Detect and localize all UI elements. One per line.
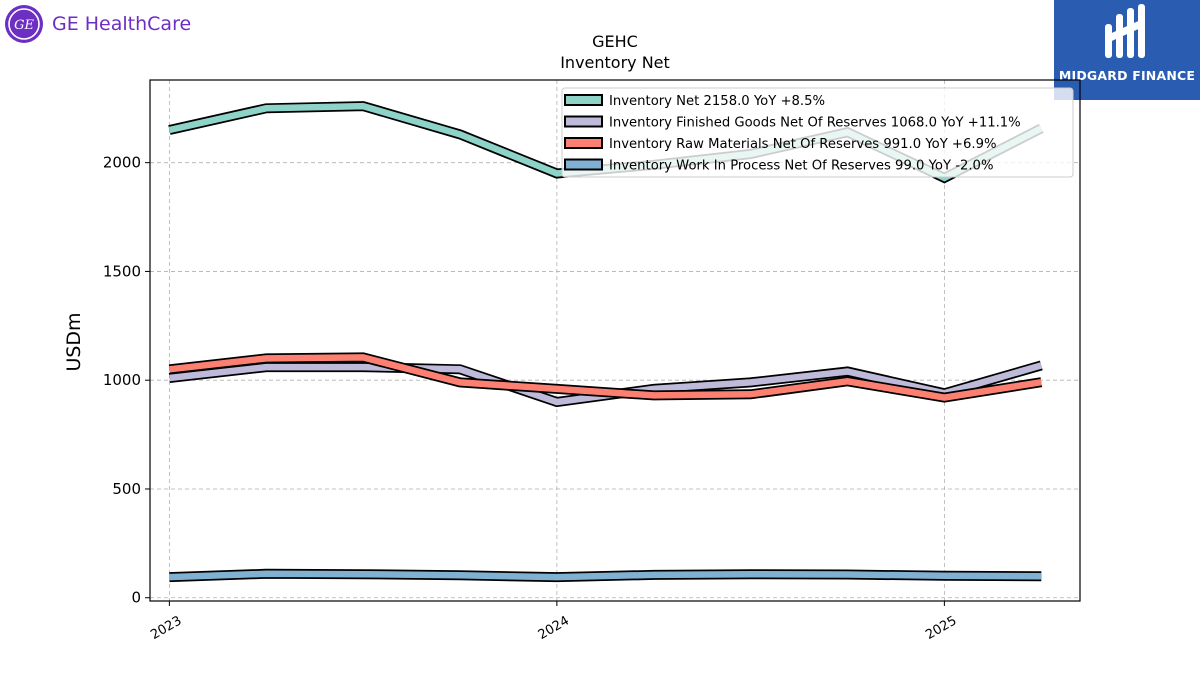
legend-label: Inventory Net 2158.0 YoY +8.5%	[609, 94, 825, 109]
series-line	[169, 568, 1042, 583]
series-line-stroke	[169, 570, 1042, 581]
svg-text:GE: GE	[14, 18, 34, 33]
x-tick-label: 2023	[148, 613, 184, 643]
y-tick-label: 1000	[103, 371, 141, 389]
legend-label: Inventory Work In Process Net Of Reserve…	[609, 159, 993, 174]
chart-title: GEHC	[592, 32, 638, 51]
y-tick-label: 2000	[103, 154, 141, 172]
series-line	[168, 352, 1043, 403]
x-axis-ticks: 2023 2024 2025	[148, 601, 959, 643]
x-tick-label: 2025	[923, 613, 959, 643]
y-axis-ticks: 0 500 1000 1500 2000	[103, 154, 150, 607]
y-axis-label: USDm	[63, 312, 85, 371]
series-line-stroke	[169, 354, 1042, 401]
y-tick-label: 1500	[103, 262, 141, 280]
legend-item: Inventory Finished Goods Net Of Reserves…	[564, 115, 1021, 131]
midgard-emblem-icon	[1105, 4, 1145, 58]
legend-swatch	[564, 158, 603, 171]
legend-item: Inventory Raw Materials Net Of Reserves …	[564, 137, 997, 152]
legend-swatch	[564, 137, 603, 149]
legend-box	[561, 87, 1074, 178]
legend-item: Inventory Net 2158.0 YoY +8.5%	[564, 94, 825, 109]
legend: Inventory Net 2158.0 YoY +8.5% Inventory …	[561, 87, 1074, 178]
legend-swatch	[564, 115, 603, 128]
legend-swatch	[564, 94, 603, 106]
ge-monogram-icon: GE	[5, 5, 43, 43]
chart-subtitle: Inventory Net	[560, 53, 670, 72]
legend-label: Inventory Raw Materials Net Of Reserves …	[609, 137, 997, 152]
y-tick-label: 0	[131, 589, 141, 607]
legend-label: Inventory Finished Goods Net Of Reserves…	[609, 116, 1021, 131]
midgard-finance-logo: MIDGARD FINANCE	[1054, 0, 1200, 100]
ge-healthcare-logo: GE GE HealthCare	[5, 5, 191, 43]
legend-item: Inventory Work In Process Net Of Reserve…	[564, 158, 993, 174]
midgard-finance-wordmark: MIDGARD FINANCE	[1058, 68, 1196, 83]
plot-frame	[149, 79, 1081, 602]
ge-healthcare-wordmark: GE HealthCare	[52, 13, 192, 35]
y-tick-label: 500	[112, 480, 141, 498]
x-tick-label: 2024	[536, 613, 572, 643]
